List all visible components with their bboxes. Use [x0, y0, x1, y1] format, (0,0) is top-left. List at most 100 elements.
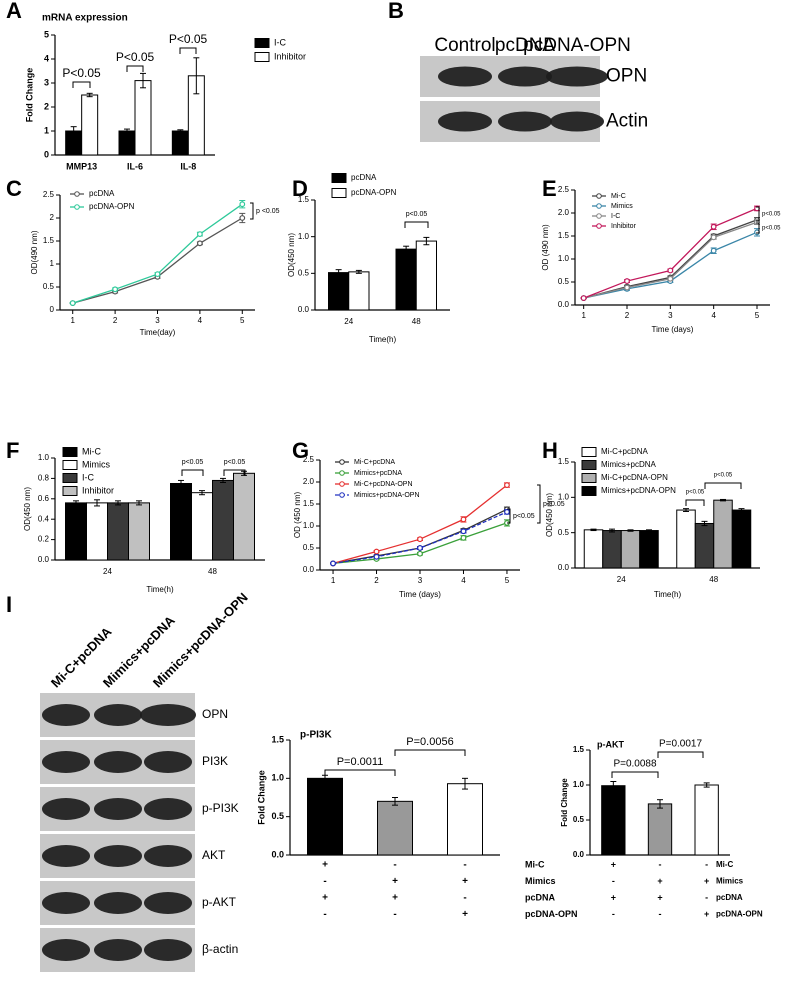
y-tick-label: 1.5: [271, 734, 284, 744]
bar: [65, 502, 87, 561]
error-bar: [124, 128, 130, 134]
error-bar: [609, 528, 615, 533]
legend-label: Mi-C: [82, 446, 101, 456]
condition-sign: -: [463, 893, 466, 904]
x-tick-label: 3: [155, 316, 160, 325]
y-tick-label: 1.0: [303, 521, 315, 530]
lane-label: pcDNA-OPN: [523, 35, 631, 56]
legend-swatch: [581, 486, 597, 496]
point: [239, 215, 246, 221]
condition-sign: +: [462, 909, 468, 920]
condition-sign: -: [393, 909, 396, 920]
legend-label: Mimics+pcDNA: [354, 470, 402, 477]
x-tick-label: 4: [198, 316, 203, 325]
y-axis-label: OD(450 nm): [287, 233, 296, 277]
y-tick-label: 1.0: [38, 453, 50, 462]
y-axis-label: OD(450 nm): [23, 487, 32, 531]
y-tick-label: 1: [44, 125, 49, 135]
bracket: [181, 469, 204, 476]
legend-marker: [596, 193, 602, 199]
x-axis-label: Time(h): [369, 335, 397, 344]
y-tick-label: 1.5: [43, 236, 55, 245]
y-tick-label: 2.5: [303, 455, 315, 464]
panel-letter: H: [542, 438, 558, 463]
bracket: [704, 482, 742, 489]
y-tick-label: 0.6: [38, 494, 50, 503]
point: [504, 482, 510, 488]
bar: [676, 509, 696, 569]
legend-marker: [74, 191, 80, 197]
bar: [415, 240, 437, 311]
blot-band: [498, 111, 552, 132]
band-label: β-actin: [202, 942, 238, 956]
bar: [639, 530, 659, 569]
x-axis-label: Time(h): [146, 585, 174, 594]
legend-label: pcDNA: [89, 189, 115, 198]
point: [373, 548, 380, 555]
error-bar: [610, 781, 617, 791]
blot-band: [144, 751, 192, 773]
point: [196, 231, 203, 238]
error-bar: [627, 529, 634, 532]
annotation: p<0.05: [543, 501, 565, 508]
point: [239, 201, 246, 208]
bar: [447, 783, 483, 856]
point: [710, 223, 717, 230]
legend-swatch: [62, 460, 78, 470]
bar: [328, 272, 350, 311]
point: [154, 271, 161, 278]
blot-band: [140, 704, 196, 726]
bracket: [394, 749, 466, 756]
annotation: p<0.05: [714, 473, 733, 479]
blot-band: [94, 892, 142, 914]
blot-band: [144, 845, 192, 867]
annotation: P<0.05: [116, 50, 155, 64]
legend-marker: [596, 213, 602, 219]
point: [330, 560, 336, 567]
error-bar: [392, 797, 398, 806]
error-bar: [73, 500, 79, 506]
condition-sign: -: [612, 876, 615, 886]
condition-sign: -: [659, 909, 662, 919]
x-tick-label: 5: [240, 316, 245, 325]
legend-label: Inhibitor: [274, 51, 306, 61]
panel-letter: C: [6, 176, 22, 201]
x-tick-label: 1: [581, 311, 586, 320]
point: [580, 295, 587, 302]
blot-band: [546, 66, 608, 87]
legend-label: Mimics: [611, 203, 633, 210]
y-tick-label: 1.5: [303, 499, 315, 508]
y-tick-label: 0.0: [298, 305, 310, 314]
blot-band: [144, 892, 192, 914]
y-tick-label: 0.5: [271, 811, 284, 821]
bracket: [404, 221, 429, 228]
point: [667, 267, 674, 274]
blot-band: [42, 798, 90, 820]
legend-label: Mi-C+pcDNA-OPN: [601, 473, 668, 482]
annotation: P<0.05: [169, 32, 208, 46]
y-tick-label: 0.0: [303, 565, 315, 574]
x-tick-label: 4: [711, 311, 716, 320]
error-bar: [462, 777, 468, 790]
error-bar: [115, 500, 121, 506]
band-label: Actin: [606, 111, 648, 132]
legend-swatch: [62, 447, 78, 457]
y-tick-label: 0.0: [573, 850, 585, 859]
annotation: p<0.05: [762, 226, 781, 232]
legend-swatch: [331, 188, 347, 198]
lane-label: Control: [434, 35, 495, 56]
y-tick-label: 0: [50, 305, 55, 314]
legend-marker: [596, 203, 602, 209]
error-bar: [220, 477, 226, 483]
error-bar: [335, 269, 342, 277]
y-axis-label: OD (450 nm): [293, 492, 302, 539]
y-tick-label: 0.5: [298, 268, 310, 277]
condition-sign: +: [657, 876, 662, 886]
y-tick-label: 2.0: [303, 477, 315, 486]
x-axis-label: Time (days): [652, 325, 694, 334]
annotation: p<0.05: [224, 459, 246, 466]
y-tick-label: 0.8: [38, 474, 50, 483]
legend-swatch: [62, 486, 78, 496]
x-axis-label: Time(h): [654, 590, 682, 599]
condition-label: pcDNA: [525, 892, 556, 902]
